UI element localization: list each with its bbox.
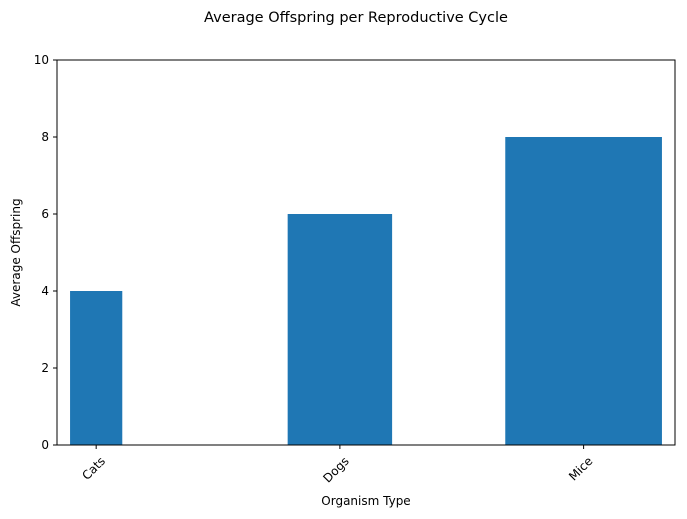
y-axis-ticks: 0 2 4 6 8 10 [34, 53, 57, 452]
y-tick-label: 8 [41, 130, 49, 144]
x-tick-label-dogs: Dogs [320, 454, 351, 485]
plot-area-frame [56, 59, 676, 446]
bar-dogs [287, 214, 393, 445]
y-tick-label: 4 [41, 284, 49, 298]
chart-title: Average Offspring per Reproductive Cycle [204, 10, 508, 26]
bar-cats [70, 291, 123, 445]
y-tick-label: 6 [41, 207, 49, 221]
y-tick-label: 0 [41, 438, 49, 452]
y-axis-label: Average Offspring [9, 198, 23, 306]
x-tick-label-cats: Cats [79, 454, 108, 483]
bar-mice [505, 137, 662, 445]
y-tick-label: 2 [41, 361, 49, 375]
x-tick-label-mice: Mice [566, 454, 595, 483]
bars [70, 137, 662, 445]
x-axis-ticks: Cats Dogs Mice [79, 445, 596, 485]
y-tick-label: 10 [34, 53, 49, 67]
x-axis-label: Organism Type [321, 494, 410, 508]
